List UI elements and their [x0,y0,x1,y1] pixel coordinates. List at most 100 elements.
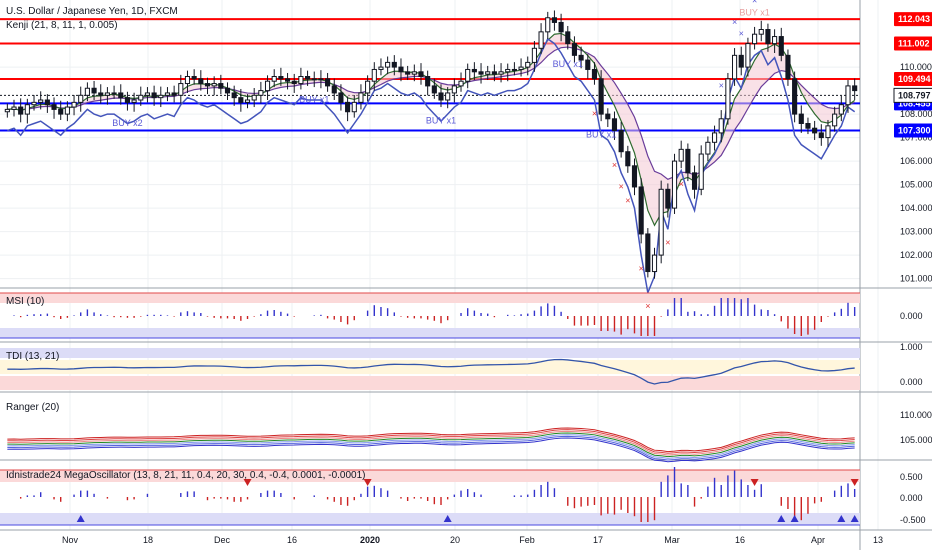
candle-body [825,125,831,139]
candle-body [211,83,217,87]
candle-body [118,92,124,99]
time-axis-label: 18 [143,535,153,545]
candle-body [631,165,638,188]
candles [4,10,858,279]
candle-body [178,83,184,96]
time-axis-label: 16 [735,535,745,545]
candle-body [398,66,404,73]
candle-body [525,61,531,68]
candle-body [638,186,644,235]
level-price-label: 107.300 [898,126,931,136]
signal-label: SELL x1 [851,0,885,2]
candle-body [358,92,364,103]
candle-body [71,101,77,108]
candle-body [84,87,90,96]
panel-zone [0,376,860,390]
ranger-band-line [7,432,855,458]
candle-body [104,92,110,96]
candle-body [852,85,858,92]
candle-body [478,71,484,75]
candle-body [138,94,144,101]
candle-body [11,106,17,110]
candle-body [38,99,44,103]
candle-body [198,78,204,85]
candle-body [325,78,331,87]
time-axis-label: 13 [873,535,883,545]
candle-body [238,97,244,103]
candle-body [558,21,564,33]
signal-cross-below: × [619,181,624,191]
candle-body [798,113,804,124]
price-axis-tick: 108.000 [900,109,932,119]
candle-body [738,54,744,68]
candle-body [711,132,718,143]
time-axis-label: Mar [664,535,680,545]
price-axis-tick: 107.000 [900,133,932,143]
candle-body [171,92,177,96]
candle-body [91,87,97,94]
signal-cross-below: × [679,179,684,189]
tdi-label: TDI (13, 21) [6,351,59,362]
candle-body [351,101,357,113]
candle-body [385,61,391,68]
candle-body [278,76,284,80]
signal-cross-above: × [752,0,757,6]
candle-body [64,106,70,115]
ma-fast-line [7,32,856,227]
candle-body [732,54,738,80]
candle-body [551,17,557,23]
time-axis: Nov 18 Dec 16 2020 20 Feb 17 Mar 16 Apr 13 [62,535,883,545]
moving-averages [7,32,856,296]
ranger-band-line [7,429,855,454]
sub-panel-tick: 0.000 [900,377,923,387]
level-price-label: 108.455 [898,98,931,108]
candle-body [365,80,371,94]
candle-body [51,104,57,110]
candle-body [111,92,117,95]
sub-panel-tick: 0.500 [900,472,923,482]
candle-body [425,76,431,87]
candle-body [465,68,471,82]
oscillator-signal-marker [850,479,859,486]
candle-body [691,172,698,190]
signal-cross-above: × [759,0,764,1]
candle-body [24,104,30,115]
oscillator-signal-marker [443,515,452,522]
ma-slow-line [7,46,855,181]
candle-body [244,99,251,103]
candle-body [391,61,397,68]
oscillator-signal-marker [243,479,252,486]
candle-body [718,118,724,134]
panel-zone [0,328,860,338]
megaoscillator-label: Idnistrade24 MegaOscillator (13, 8, 21, … [6,470,365,481]
candle-body [184,76,191,85]
oscillator-signal-marker [850,515,859,522]
candle-body [598,78,604,115]
price-axis-tick: 103.000 [900,227,932,237]
oscillator-signal-marker [790,515,799,522]
candle-body [658,188,664,256]
sub-panel-tick: 0.000 [900,493,923,503]
candle-body [191,76,197,80]
signal-cross-above: × [732,17,737,27]
panel-zone [0,513,860,525]
candle-body [625,151,631,167]
signal-label: BUY x1 [299,94,329,104]
signal-label: BUY x2 [112,118,142,128]
candle-body [264,80,271,92]
candle-body [331,85,337,94]
candle-body [258,90,264,96]
signal-cross-below: × [612,160,617,170]
ranger-label: Ranger (20) [6,402,59,413]
level-price-tag [894,36,932,51]
candle-body [405,71,411,75]
candle-body [204,83,211,87]
candle-body [298,76,304,85]
candle-body [445,92,451,101]
panel-zone [0,470,860,482]
sub-panel-tick: 105.000 [900,435,932,445]
baseline-ma-line [7,37,856,296]
signal-cross-below: × [665,238,670,248]
level-price-label: 112.043 [898,14,930,24]
